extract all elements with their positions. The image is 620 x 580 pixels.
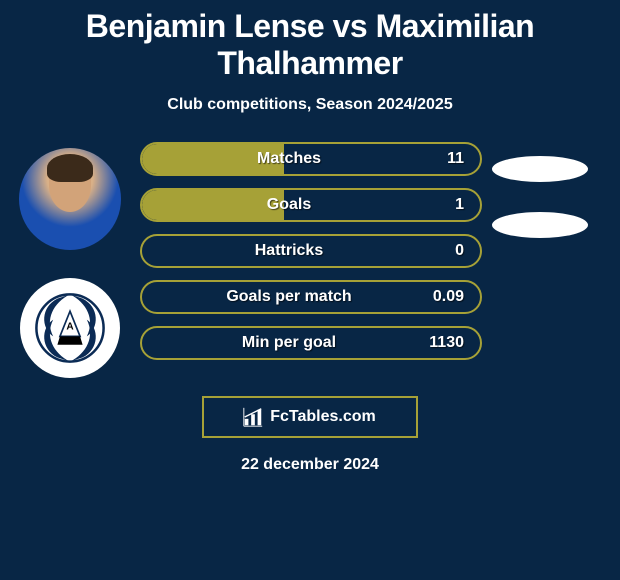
player-avatar	[19, 148, 121, 250]
stat-row: Goals per match0.09	[140, 280, 482, 314]
stat-value: 1130	[420, 334, 464, 352]
stat-label: Matches	[158, 150, 420, 168]
left-column: A	[0, 142, 140, 378]
stat-label: Min per goal	[158, 334, 420, 352]
comparison-card: Benjamin Lense vs Maximilian Thalhammer …	[0, 0, 620, 474]
stat-row: Hattricks0	[140, 234, 482, 268]
stat-value: 1	[420, 196, 464, 214]
page-subtitle: Club competitions, Season 2024/2025	[0, 96, 620, 114]
stat-value: 11	[420, 150, 464, 168]
stat-label: Hattricks	[158, 242, 420, 260]
stat-row: Goals1	[140, 188, 482, 222]
right-column	[482, 142, 620, 238]
page-title: Benjamin Lense vs Maximilian Thalhammer	[0, 8, 620, 90]
svg-text:A: A	[66, 322, 74, 333]
value-oval	[492, 156, 588, 182]
body-row: A Matches11 Goals1 Hattricks0 Goals per mat…	[0, 142, 620, 378]
stat-label: Goals per match	[158, 288, 420, 306]
stat-row: Matches11	[140, 142, 482, 176]
value-oval	[492, 212, 588, 238]
stat-value: 0	[420, 242, 464, 260]
crest-icon: A	[28, 286, 112, 370]
bar-chart-icon	[242, 406, 264, 428]
stats-column: Matches11 Goals1 Hattricks0 Goals per match…	[140, 142, 482, 360]
stat-value: 0.09	[420, 288, 464, 306]
brand-text: FcTables.com	[268, 408, 378, 426]
stat-row: Min per goal1130	[140, 326, 482, 360]
date-text: 22 december 2024	[0, 456, 620, 474]
stat-label: Goals	[158, 196, 420, 214]
club-crest: A	[20, 278, 120, 378]
brand-box[interactable]: FcTables.com	[202, 396, 418, 438]
